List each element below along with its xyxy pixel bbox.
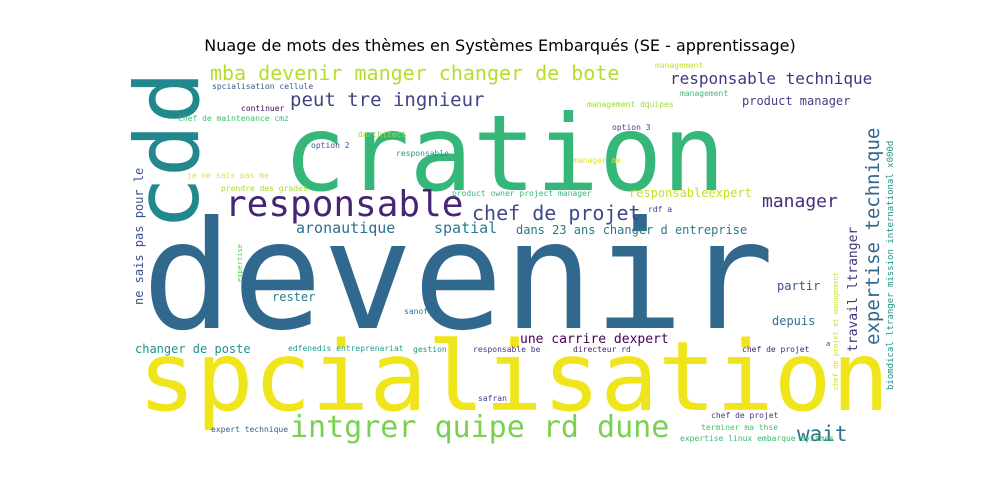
word-spcialisation-cellule: spcialisation cellule xyxy=(212,82,313,91)
word-directeur-rd: directeur rd xyxy=(573,345,631,354)
word-terminer-ma-thse: terminer ma thse xyxy=(701,423,778,432)
word-rdf-a: rdf a xyxy=(648,205,672,214)
word-wait: wait xyxy=(797,422,848,446)
word-prendre-des-grades: prendre des grades xyxy=(221,184,308,193)
word-management-dquipes: management dquipes xyxy=(587,100,674,109)
word-je-ne-sais-pas-me: je ne sais pas me xyxy=(187,171,269,180)
word-responsable: responsable xyxy=(396,149,449,158)
word-responsable-technique: responsable technique xyxy=(670,69,872,88)
word-gestion: gestion xyxy=(413,345,447,354)
word-chef-de-projet-et-management: chef de projet et management xyxy=(832,272,840,390)
word-depuis: depuis xyxy=(772,314,815,328)
word-sanofi: sanofi xyxy=(404,307,433,316)
word-chef-de-maintenance-cmz: chef de maintenance cmz xyxy=(178,114,289,123)
word-darchitect: darchitect xyxy=(358,130,406,139)
word-responsableexpert: responsableexpert xyxy=(629,186,752,200)
word-une-carrire-dexpert: une carrire dexpert xyxy=(520,332,669,347)
word-continuer: continuer xyxy=(241,104,285,113)
word-biomdical-ltranger-mission-international-x000d: biomdical ltranger mission international… xyxy=(886,141,896,390)
word-expert-technique: expert technique xyxy=(211,425,288,434)
word-chef-de-projet: chef de projet xyxy=(472,201,641,225)
word-product-owner-project-manager: product owner project manager xyxy=(452,189,592,198)
word-product-manager: product manager xyxy=(742,94,850,108)
word-dans-23-ans-changer-d-entreprise: dans 23 ans changer d entreprise xyxy=(516,223,747,237)
word-a: a xyxy=(826,340,830,348)
word-management: management xyxy=(655,61,703,70)
word-expertise-linux-embarque-systmes: expertise linux embarque systmes xyxy=(680,434,834,443)
word-ne-sais-pas-pour-le: ne sais pas pour le xyxy=(132,168,146,305)
word-peut-tre-ingnieur: peut tre ingnieur xyxy=(290,89,484,111)
word-responsable: responsable xyxy=(225,184,463,225)
word-intgrer-quipe-rd-dune: intgrer quipe rd dune xyxy=(290,410,669,445)
word-chef-de-projet: chef de projet xyxy=(711,411,779,420)
word-chef-de-projet: chef de projet xyxy=(742,345,810,354)
word-devenir: devenir xyxy=(142,190,774,364)
word-cdd: cdd xyxy=(116,71,219,230)
word-responsable-be: responsable be xyxy=(473,345,541,354)
word-partir: partir xyxy=(777,279,820,293)
word-changer-de-poste: changer de poste xyxy=(135,342,251,356)
word-option-3: option 3 xyxy=(612,123,651,132)
word-rester: rester xyxy=(272,290,315,304)
chart-title: Nuage de mots des thèmes en Systèmes Emb… xyxy=(204,36,796,55)
word-edfenedis-entreprenariat: edfenedis entreprenariat xyxy=(288,344,404,353)
word-expertise: expertise xyxy=(236,244,244,282)
word-expertise-technique: expertise technique xyxy=(862,128,884,345)
word-spcialisation: spcialisation xyxy=(138,321,889,433)
word-manager-me: manager me xyxy=(573,156,621,165)
word-spatial: spatial xyxy=(434,219,497,237)
word-option-2: option 2 xyxy=(311,141,350,150)
word-aronautique: aronautique xyxy=(296,219,395,237)
word-travail-ltranger: travail ltranger xyxy=(846,227,861,352)
word-management: management xyxy=(680,89,728,98)
word-cration: cration xyxy=(283,93,726,215)
word-safran: safran xyxy=(478,394,507,403)
word-manager: manager xyxy=(762,191,838,212)
word-mba-devenir-manger-changer-de-bote: mba devenir manger changer de bote xyxy=(210,61,619,85)
